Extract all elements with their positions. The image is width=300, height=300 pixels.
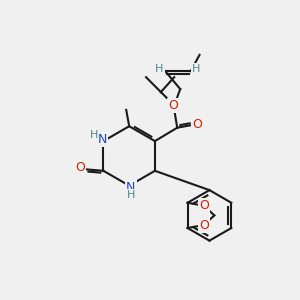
Text: H: H [192,64,200,74]
Text: O: O [168,99,178,112]
Text: H: H [155,64,164,74]
Text: N: N [97,133,107,146]
Text: N: N [126,181,135,194]
Text: O: O [199,218,209,232]
Text: O: O [199,199,209,212]
Text: O: O [192,118,202,131]
Text: H: H [90,130,98,140]
Text: O: O [75,161,85,174]
Text: H: H [127,190,135,200]
